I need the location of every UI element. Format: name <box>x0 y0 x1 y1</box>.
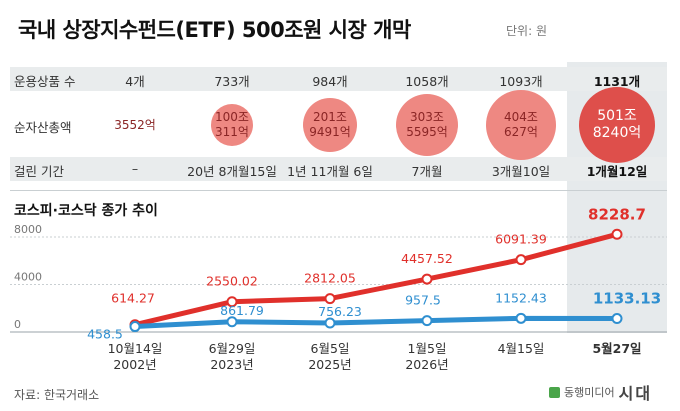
period-cell: 1년 11개월 6일 <box>287 164 373 179</box>
product-count-cell: 733개 <box>214 74 250 89</box>
data-label: 1133.13 <box>593 290 661 308</box>
period-row-band <box>10 157 667 181</box>
products-row-band <box>10 67 667 91</box>
net-assets-cell: 404조 627억 <box>471 110 571 140</box>
x-tick-label: 2002년 <box>113 357 156 372</box>
net-assets-line2: 311억 <box>215 125 249 139</box>
data-point <box>324 317 336 329</box>
page-title: 국내 상장지수펀드(ETF) 500조원 시장 개막 <box>18 18 411 42</box>
logo-icon <box>549 386 560 398</box>
product-count-cell: 984개 <box>312 74 348 89</box>
assets-bubble <box>210 103 254 147</box>
x-tick-label: 5월27일 <box>592 341 641 356</box>
assets-bubble <box>486 90 556 160</box>
net-assets-cell: 501조 8240억 <box>567 108 667 142</box>
logo-text-small: 동행미디어 <box>564 386 615 399</box>
period-cell: 20년 8개월15일 <box>187 164 277 179</box>
net-assets-line2: 5595억 <box>406 125 448 139</box>
period-cell: 1개월12일 <box>586 164 648 179</box>
data-label: 6091.39 <box>495 232 547 247</box>
net-assets-line2: 9491억 <box>309 125 351 139</box>
net-assets-line1: 501조 <box>597 108 637 124</box>
source-note: 자료: 한국거래소 <box>14 388 100 402</box>
table-divider <box>10 190 667 191</box>
product-count-cell: 1093개 <box>499 74 543 89</box>
data-point <box>421 315 433 327</box>
net-assets-cell: 303조 5595억 <box>377 110 477 140</box>
data-label: 2550.02 <box>206 274 258 289</box>
data-label: 8228.7 <box>588 205 646 223</box>
data-label: 1152.43 <box>495 290 547 305</box>
assets-bubble <box>395 93 459 157</box>
assets-bubble <box>579 87 655 163</box>
y-tick-label: 4000 <box>14 271 42 284</box>
unit-label: 단위: 원 <box>506 24 547 38</box>
period-cell: 7개월 <box>411 164 443 179</box>
product-count-cell: 1058개 <box>405 74 449 89</box>
net-assets-line1: 303조 <box>410 110 444 124</box>
data-label: 861.79 <box>220 303 264 318</box>
x-tick-label: 10월14일 <box>108 341 163 356</box>
publisher-logo: 동행미디어 시대 <box>549 381 652 403</box>
data-label: 756.23 <box>318 304 362 319</box>
assets-bubble <box>302 97 358 153</box>
series-line-1 <box>132 315 620 330</box>
net-assets-line1: 201조 <box>313 110 347 124</box>
y-tick-label: 8000 <box>14 223 42 236</box>
data-label: 2812.05 <box>304 271 356 286</box>
data-point <box>611 313 623 325</box>
data-point <box>421 273 433 285</box>
data-label: 957.5 <box>405 293 441 308</box>
data-point <box>515 312 527 324</box>
net-assets-cell: 100조 311억 <box>182 110 282 140</box>
chart-title: 코스피·코스닥 종가 추이 <box>14 203 158 219</box>
x-tick-label: 2025년 <box>308 357 351 372</box>
product-count-cell: 1131개 <box>593 74 641 89</box>
x-tick-label: 6월29일 <box>209 341 256 356</box>
period-cell: 3개월10일 <box>491 164 551 179</box>
x-tick-label: 4월15일 <box>498 341 545 356</box>
series-line-0 <box>132 231 620 328</box>
data-point <box>515 254 527 266</box>
data-point <box>129 321 141 333</box>
period-cell: – <box>131 161 139 176</box>
net-assets-line2: 8240억 <box>592 125 642 141</box>
row-label-period: 걸린 기간 <box>14 164 64 179</box>
y-tick-label: 0 <box>14 318 21 331</box>
row-label-assets: 순자산총액 <box>14 120 72 135</box>
x-tick-label: 1월5일 <box>408 341 447 356</box>
net-assets-cell: 201조 9491억 <box>280 110 380 140</box>
data-point <box>324 293 336 305</box>
net-assets-line1: 404조 <box>504 110 538 124</box>
row-label-products: 운용상품 수 <box>14 74 76 89</box>
data-point <box>611 228 623 240</box>
x-tick-label: 2026년 <box>405 357 448 372</box>
product-count-cell: 4개 <box>125 74 145 89</box>
data-point <box>226 296 238 308</box>
data-label: 614.27 <box>111 291 155 306</box>
logo-text-large: 시대 <box>618 384 653 403</box>
net-assets-cell: 3552억 <box>85 118 185 133</box>
data-label: 458.5 <box>87 327 123 342</box>
net-assets-line2: 627억 <box>504 125 538 139</box>
net-assets-line1: 100조 <box>215 110 249 124</box>
net-assets-line1: 3552억 <box>114 117 156 132</box>
x-tick-label: 6월5일 <box>311 341 350 356</box>
data-point <box>226 316 238 328</box>
x-tick-label: 2023년 <box>210 357 253 372</box>
data-label: 4457.52 <box>401 251 453 266</box>
